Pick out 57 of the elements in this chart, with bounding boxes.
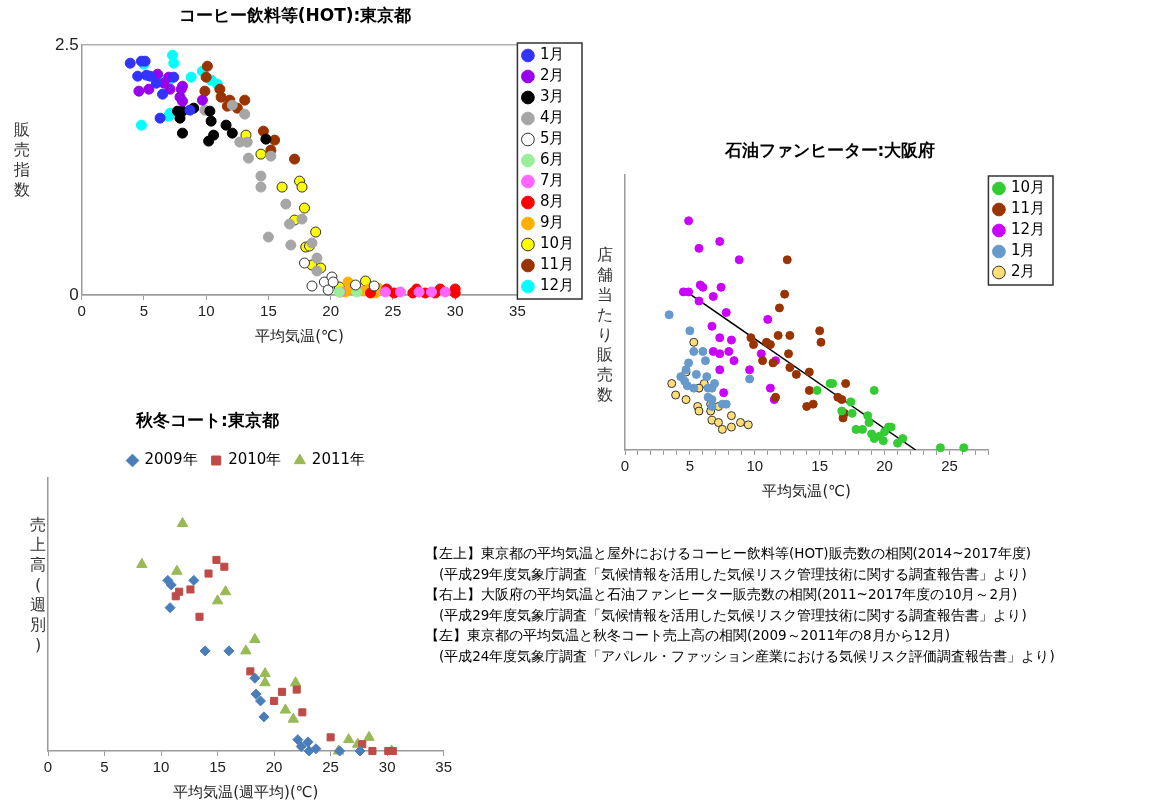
legend-label: 8月 [539,192,565,211]
legend-label: 2月 [539,66,565,85]
x-tick-label: 35 [509,302,526,320]
x-tick-label: 10 [746,457,764,475]
legend-label: 10月 [539,234,575,253]
legend-label: 5月 [539,129,565,148]
annotation: 【左】東京都の平均気温と秋冬コート売上高の相関(2009～2011年の8月から12月) [425,626,951,645]
legend-label: 1月 [539,45,565,64]
x-tick-label: 15 [260,302,277,320]
legend-label: 9月 [539,213,565,232]
annotation: (平成29年度気象庁調査「気候情報を活用した気候リスク管理技術に関する調査報告書」より) [438,564,1028,584]
y-tick-label: 2.5 [54,34,79,54]
legend-label: 2009年 [144,450,198,469]
x-axis-title: 平均気温(℃) [762,481,851,500]
legend-label: 11月 [539,255,575,274]
legend-label: 1月 [1010,241,1036,260]
x-tick-label: 15 [209,758,226,776]
x-axis-title: 平均気温(週平均)(℃) [173,782,319,801]
legend-label: 10月 [1010,178,1046,197]
legend-label: 7月 [539,171,565,190]
legend-label: 4月 [539,108,565,127]
x-tick-label: 25 [322,758,339,776]
legend-label: 2010年 [228,450,282,469]
y-axis-title: 店舗当たり販売数 [596,245,614,405]
annotation: (平成29年度気象庁調査「気候情報を活用した気候リスク管理技術に関する調査報告書」より) [438,605,1028,625]
chart-title: 石油ファンヒーター:大阪府 [724,139,936,162]
x-tick-label: 20 [265,758,283,776]
chart-title: 秋冬コート:東京都 [136,409,279,432]
x-tick-label: 20 [322,302,339,320]
legend-label: 12月 [1010,220,1046,239]
y-axis-title: 売上高(週別) [29,515,47,655]
x-tick-label: 0 [620,457,630,475]
legend-label: 2011年 [311,450,366,469]
x-tick-label: 5 [100,758,109,776]
annotation: 【左上】東京都の平均気温と屋外におけるコーヒー飲料等(HOT)販売数の相関(2014~2017年度) [425,544,1033,563]
y-axis-title: 販売指数 [13,120,31,200]
x-tick-label: 35 [435,758,452,776]
x-tick-label: 30 [446,302,464,320]
x-tick-label: 15 [811,457,829,475]
x-tick-label: 10 [152,758,170,776]
x-tick-label: 25 [384,302,402,320]
x-tick-label: 25 [941,457,958,475]
legend-label: 2月 [1010,262,1036,281]
chart-title: コーヒー飲料等(HOT):東京都 [178,4,412,27]
annotation: 【右上】大阪府の平均気温と石油ファンヒーター販売数の相関(2011~2017年度の10月～2月) [425,585,1019,604]
x-tick-label: 10 [197,302,215,320]
legend-label: 11月 [1010,199,1046,218]
x-tick-label: 20 [876,457,893,475]
x-tick-label: 5 [139,302,149,320]
legend-label: 3月 [539,87,565,106]
x-tick-label: 0 [43,758,53,776]
x-axis-title: 平均気温(℃) [255,326,344,345]
legend-label: 6月 [539,150,565,169]
x-tick-label: 30 [378,758,396,776]
annotation: (平成24年度気象庁調査「アパレル・ファッション産業における気候リスク評価調査報告書」より) [438,646,1056,666]
legend-label: 12月 [539,276,575,295]
x-tick-label: 5 [685,457,695,475]
